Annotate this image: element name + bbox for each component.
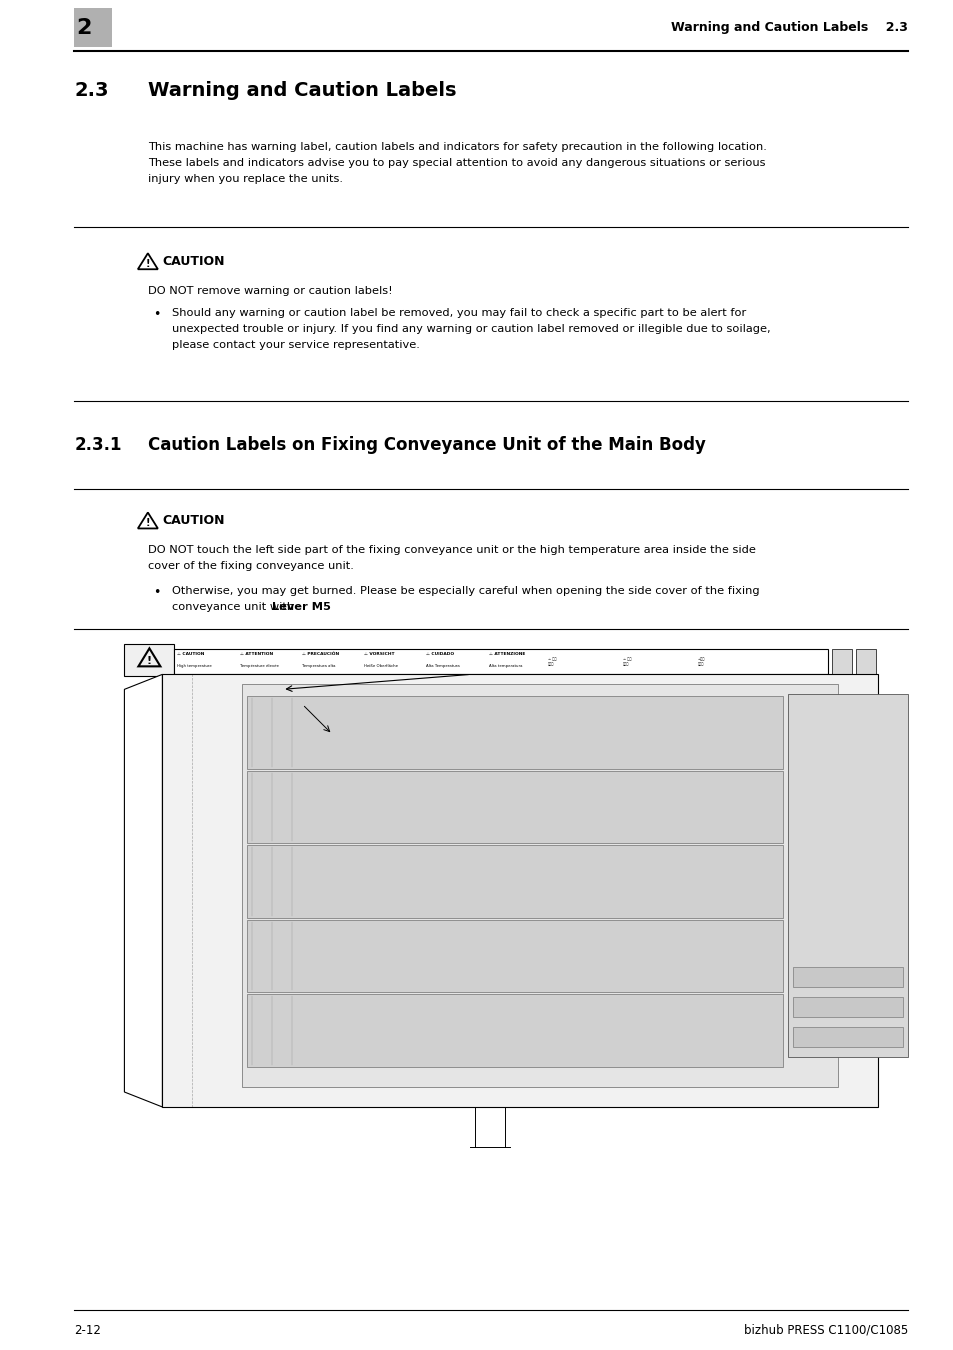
Text: Alta temperatura: Alta temperatura <box>488 664 521 668</box>
Bar <box>792 967 902 987</box>
Text: bizhub PRESS C1100/C1085: bizhub PRESS C1100/C1085 <box>743 1323 907 1336</box>
Text: 2-12: 2-12 <box>74 1323 101 1336</box>
Text: cover of the fixing conveyance unit.: cover of the fixing conveyance unit. <box>148 562 354 571</box>
Text: This machine has warning label, caution labels and indicators for safety precaut: This machine has warning label, caution … <box>148 142 766 151</box>
Text: DO NOT remove warning or caution labels!: DO NOT remove warning or caution labels! <box>148 286 393 296</box>
Text: ⚠ 高温
高温！: ⚠ 高温 高温！ <box>622 657 631 666</box>
Text: 2.3: 2.3 <box>74 81 109 100</box>
Text: ⚠ 高温
高温！: ⚠ 高温 高温！ <box>547 657 556 666</box>
Text: CAUTION: CAUTION <box>163 514 225 526</box>
Text: .: . <box>312 602 314 612</box>
Text: ⚠ VORSICHT: ⚠ VORSICHT <box>364 652 395 656</box>
Text: Caution Labels on Fixing Conveyance Unit of the Main Body: Caution Labels on Fixing Conveyance Unit… <box>148 436 705 454</box>
Text: High temperature: High temperature <box>177 664 212 668</box>
Text: !: ! <box>146 518 150 528</box>
Text: conveyance unit with: conveyance unit with <box>172 602 297 612</box>
Bar <box>124 644 174 676</box>
Text: !: ! <box>147 656 152 667</box>
Bar <box>787 694 907 1057</box>
Text: ⚠ PRECAUCIÓN: ⚠ PRECAUCIÓN <box>302 652 338 656</box>
Text: •: • <box>152 308 160 321</box>
Bar <box>831 649 851 675</box>
Text: ⚠ ATTENTION: ⚠ ATTENTION <box>239 652 273 656</box>
Text: Temperatura alta: Temperatura alta <box>302 664 335 668</box>
Bar <box>74 8 112 47</box>
Text: !: ! <box>146 259 150 269</box>
Text: ⚠ CUIDADO: ⚠ CUIDADO <box>426 652 455 656</box>
Text: DO NOT touch the left side part of the fixing conveyance unit or the high temper: DO NOT touch the left side part of the f… <box>148 545 755 555</box>
Text: Warning and Caution Labels    2.3: Warning and Caution Labels 2.3 <box>671 22 907 34</box>
Bar <box>792 998 902 1017</box>
Text: Alta Temperatura: Alta Temperatura <box>426 664 459 668</box>
Bar <box>247 995 782 1066</box>
Text: Lever M5: Lever M5 <box>272 602 330 612</box>
Text: These labels and indicators advise you to pay special attention to avoid any dan: These labels and indicators advise you t… <box>148 158 764 167</box>
Text: 2.3.1: 2.3.1 <box>74 436 122 454</box>
Polygon shape <box>124 675 162 1107</box>
Text: unexpected trouble or injury. If you find any warning or caution label removed o: unexpected trouble or injury. If you fin… <box>172 324 770 333</box>
Text: ⚠主意
高温！: ⚠主意 高温！ <box>697 657 704 666</box>
Text: •: • <box>152 586 160 599</box>
Bar <box>247 771 782 844</box>
Text: Should any warning or caution label be removed, you may fail to check a specific: Should any warning or caution label be r… <box>172 308 745 317</box>
Bar <box>242 684 838 1087</box>
Text: Warning and Caution Labels: Warning and Caution Labels <box>148 81 456 100</box>
Bar <box>792 1027 902 1048</box>
Bar <box>162 675 878 1107</box>
Text: CAUTION: CAUTION <box>163 255 225 267</box>
Text: Température élevée: Température élevée <box>239 664 278 668</box>
Text: Otherwise, you may get burned. Please be especially careful when opening the sid: Otherwise, you may get burned. Please be… <box>172 586 759 595</box>
Text: please contact your service representative.: please contact your service representati… <box>172 340 419 350</box>
Bar <box>247 697 782 770</box>
Text: ⚠ ATTENZIONE: ⚠ ATTENZIONE <box>488 652 524 656</box>
Text: injury when you replace the units.: injury when you replace the units. <box>148 174 342 184</box>
Text: 2: 2 <box>76 18 91 38</box>
Text: Heiße Oberfläche: Heiße Oberfläche <box>364 664 397 668</box>
Bar <box>174 649 827 675</box>
Bar <box>247 845 782 918</box>
Bar <box>247 919 782 992</box>
Bar <box>855 649 875 675</box>
Text: ⚠ CAUTION: ⚠ CAUTION <box>177 652 205 656</box>
